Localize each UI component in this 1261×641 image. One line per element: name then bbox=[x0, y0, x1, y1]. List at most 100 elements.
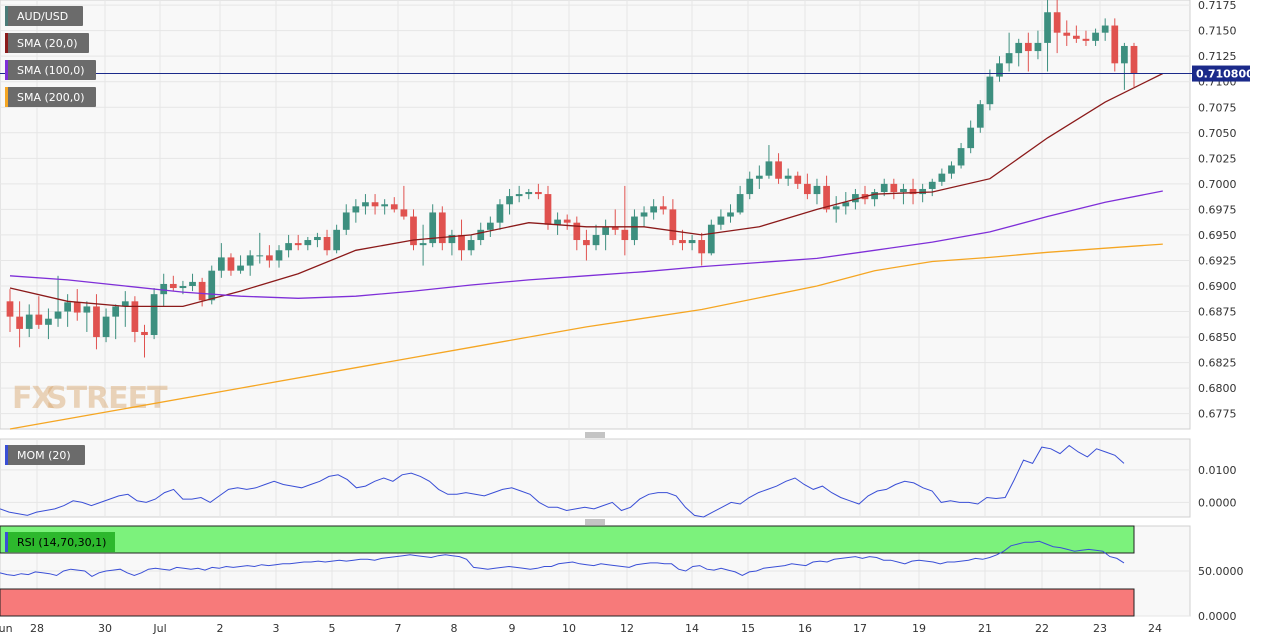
price-pane-bg bbox=[0, 0, 1191, 430]
legend-audusd-box bbox=[5, 6, 83, 26]
candle-body bbox=[784, 175, 792, 179]
candle-body bbox=[112, 306, 120, 317]
candle-body bbox=[535, 192, 542, 195]
candle-body bbox=[93, 306, 100, 338]
candles bbox=[6, 0, 1138, 358]
candle-body bbox=[986, 76, 994, 105]
candle-body bbox=[842, 202, 850, 207]
candle-body bbox=[938, 173, 946, 182]
price-y-tick-label: 0.7150 bbox=[1198, 25, 1237, 38]
candle-body bbox=[525, 192, 533, 195]
legend-sma200-swatch bbox=[5, 87, 8, 107]
candle-body bbox=[909, 188, 917, 195]
x-tick-label: 17 bbox=[853, 622, 867, 635]
brand-part2: STREET bbox=[46, 381, 168, 416]
candle-body bbox=[1101, 25, 1109, 33]
candle-body bbox=[73, 302, 81, 313]
candle-body bbox=[314, 236, 321, 241]
candle-body bbox=[410, 216, 417, 246]
price-y-tick-label: 0.6850 bbox=[1198, 331, 1237, 344]
mom-y-tick-label: 0.0000 bbox=[1198, 496, 1237, 509]
price-y-tick-label: 0.7175 bbox=[1198, 0, 1237, 12]
candle-body bbox=[352, 206, 360, 213]
candle-body bbox=[871, 192, 878, 200]
candle-body bbox=[919, 188, 927, 195]
legend-audusd-label: AUD/USD bbox=[17, 10, 68, 23]
candle-body bbox=[1005, 53, 1013, 64]
candle-body bbox=[1024, 42, 1032, 52]
legend-sma200-box bbox=[5, 87, 96, 107]
x-tick-label: 28 bbox=[30, 622, 44, 635]
candle-body bbox=[707, 224, 715, 254]
x-tick-label: 30 bbox=[98, 622, 112, 635]
candle-body bbox=[141, 331, 148, 336]
rsi-oversold-zone bbox=[0, 588, 1135, 617]
price-y-tick-label: 0.7050 bbox=[1198, 127, 1237, 140]
candle-body bbox=[794, 175, 802, 184]
candle-body bbox=[1130, 45, 1138, 74]
legend-sma20-label: SMA (20,0) bbox=[17, 37, 78, 50]
candle-body bbox=[35, 314, 43, 325]
candle-body bbox=[621, 229, 629, 241]
price-y-tick-label: 0.7025 bbox=[1198, 152, 1237, 165]
candle-body bbox=[583, 240, 590, 246]
legend-mom-box bbox=[5, 445, 85, 465]
candle-body bbox=[371, 202, 379, 207]
candle-body bbox=[458, 234, 465, 251]
candle-body bbox=[121, 301, 129, 307]
legends: AUD/USD SMA (20,0) SMA (100,0) SMA (200,0) M… bbox=[5, 6, 115, 552]
rsi-line bbox=[0, 540, 1125, 577]
x-tick-label: 8 bbox=[451, 622, 458, 635]
x-tick-label: 2 bbox=[217, 622, 224, 635]
candle-body bbox=[179, 286, 187, 289]
candle-body bbox=[1034, 42, 1042, 52]
candle-body bbox=[592, 234, 600, 246]
brand-part1: FX bbox=[12, 381, 54, 416]
candle-body bbox=[1092, 32, 1099, 41]
indicator-lines bbox=[0, 72, 1192, 577]
candle-body bbox=[669, 209, 677, 241]
price-y-tick-label: 0.6975 bbox=[1198, 203, 1237, 216]
candle-body bbox=[554, 219, 561, 225]
legend-rsi-box bbox=[5, 532, 115, 552]
candle-body bbox=[1015, 42, 1023, 54]
x-tick-label: 23 bbox=[1093, 622, 1107, 635]
candle-body bbox=[631, 216, 638, 241]
candle-body bbox=[775, 161, 782, 179]
candle-body bbox=[1121, 45, 1128, 64]
candle-body bbox=[198, 281, 206, 301]
candle-body bbox=[333, 229, 340, 251]
legend-sma20-box bbox=[5, 33, 89, 53]
candle-body bbox=[131, 301, 139, 332]
candle-body bbox=[266, 255, 273, 261]
candle-body bbox=[304, 240, 312, 246]
candle-body bbox=[506, 196, 513, 205]
sma-200-line bbox=[9, 243, 1163, 430]
candle-body bbox=[1063, 32, 1071, 36]
candle-body bbox=[1053, 12, 1061, 33]
legend-mom-label: MOM (20) bbox=[17, 449, 71, 462]
candle-body bbox=[852, 194, 859, 203]
x-tick-label: 22 bbox=[1035, 622, 1049, 635]
mom-y-tick-label: 0.0100 bbox=[1198, 464, 1237, 477]
candle-body bbox=[1082, 38, 1090, 41]
candle-body bbox=[256, 255, 264, 257]
legend-sma20-swatch bbox=[5, 33, 8, 53]
sma-20-line bbox=[9, 72, 1164, 308]
candle-body bbox=[467, 240, 475, 251]
candle-body bbox=[611, 226, 619, 230]
candle-body bbox=[813, 185, 821, 195]
candle-body bbox=[6, 301, 14, 317]
legend-sma200-label: SMA (200,0) bbox=[17, 91, 85, 104]
price-y-tick-label: 0.6950 bbox=[1198, 229, 1237, 242]
candle-body bbox=[967, 127, 975, 149]
x-tick-label: 16 bbox=[798, 622, 812, 635]
candle-body bbox=[640, 212, 648, 217]
candle-body bbox=[746, 178, 754, 195]
price-y-tick-label: 0.7125 bbox=[1198, 50, 1237, 63]
x-tick-label: Jun bbox=[0, 622, 13, 635]
legend-rsi-label: RSI (14,70,30,1) bbox=[17, 536, 106, 549]
candle-body bbox=[890, 183, 898, 193]
candle-body bbox=[650, 206, 658, 213]
